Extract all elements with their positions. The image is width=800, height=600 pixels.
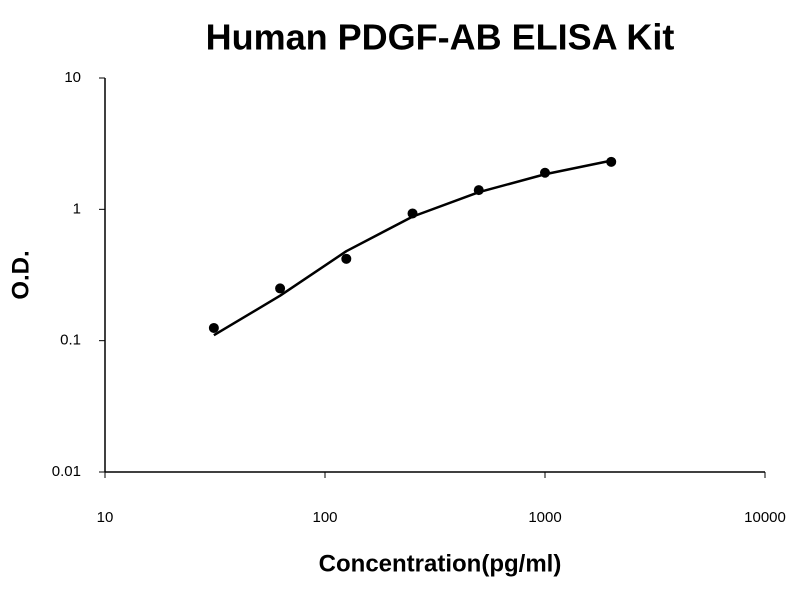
- fit-curve: [213, 159, 612, 337]
- y-tick-label: 0.1: [60, 332, 81, 349]
- x-tick-label: 10000: [744, 509, 786, 526]
- y-tick-label: 0.01: [52, 463, 81, 480]
- x-tick-label: 10: [97, 509, 114, 526]
- chart-title: Human PDGF-AB ELISA Kit: [206, 17, 675, 58]
- x-tick-label: 100: [312, 509, 337, 526]
- y-tick-label: 10: [64, 69, 81, 86]
- data-point: [208, 322, 219, 333]
- data-point: [275, 283, 286, 294]
- y-axis-label: O.D.: [7, 250, 34, 299]
- data-point: [341, 253, 352, 264]
- x-tick-label: 1000: [528, 509, 561, 526]
- x-axis-label: Concentration(pg/ml): [319, 550, 562, 577]
- y-tick-label: 1: [73, 200, 81, 217]
